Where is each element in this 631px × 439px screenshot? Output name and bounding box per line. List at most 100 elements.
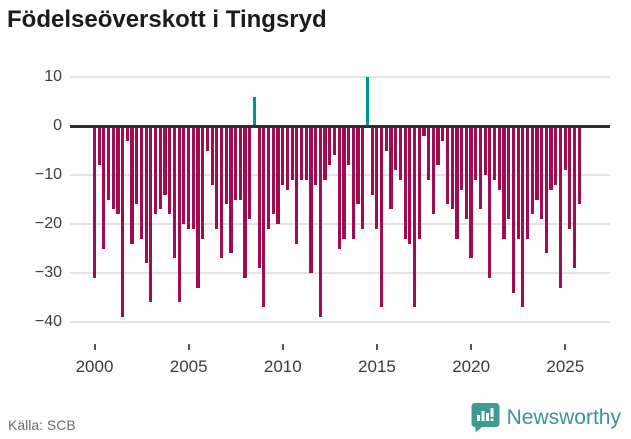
bar-2024q2 xyxy=(549,126,553,190)
bar-2004q4 xyxy=(182,126,186,224)
bar-2005q4 xyxy=(201,126,205,239)
bar-2010q1 xyxy=(281,126,285,185)
bar-2011q3 xyxy=(309,126,313,273)
bar-2014q4 xyxy=(370,126,374,195)
x-axis-tick-2000 xyxy=(93,344,96,350)
bar-2019q3 xyxy=(460,126,464,190)
bar-2013q1 xyxy=(337,126,341,249)
bar-2015q1 xyxy=(375,126,379,229)
bar-2006q2 xyxy=(210,126,214,185)
bar-2000q3 xyxy=(102,126,106,249)
x-axis-label-2025: 2025 xyxy=(546,357,585,376)
bar-2009q4 xyxy=(276,126,280,224)
bar-2011q4 xyxy=(314,126,318,185)
bar-2015q2 xyxy=(379,126,384,308)
bar-2007q2 xyxy=(229,126,233,254)
y-axis-label-10: 10 xyxy=(44,68,62,85)
bar-2009q1 xyxy=(262,126,266,308)
bar-2001q1 xyxy=(111,126,115,210)
bar-2021q2 xyxy=(492,126,497,180)
bar-2012q1 xyxy=(318,126,322,318)
bar-2020q4 xyxy=(483,126,487,175)
bar-2017q3 xyxy=(422,126,426,136)
bar-2022q1 xyxy=(507,126,511,220)
y-axis-label--40: −40 xyxy=(34,313,62,330)
bar-2006q1 xyxy=(205,126,209,151)
bar-2005q3 xyxy=(196,126,200,288)
bar-2001q4 xyxy=(125,126,129,141)
bar-2016q2 xyxy=(398,126,402,180)
bar-2021q1 xyxy=(488,126,492,278)
bar-2012q4 xyxy=(332,126,337,156)
y-axis-label--20: −20 xyxy=(34,215,62,232)
bar-2011q1 xyxy=(299,126,304,180)
bar-2023q1 xyxy=(525,126,530,239)
bar-2007q3 xyxy=(234,126,238,200)
bar-2022q4 xyxy=(521,126,525,308)
bar-2002q3 xyxy=(139,126,144,239)
bar-2001q2 xyxy=(116,126,120,215)
bar-2012q3 xyxy=(328,126,332,166)
x-axis-tick-2020 xyxy=(470,344,473,350)
bar-2020q2 xyxy=(474,126,478,180)
bar-2006q4 xyxy=(219,126,224,259)
bar-2025q1 xyxy=(563,126,567,171)
x-axis-tick-2025 xyxy=(564,344,567,350)
bar-2000q4 xyxy=(106,126,111,200)
bar-2013q2 xyxy=(342,126,346,239)
bar-2010q2 xyxy=(285,126,289,190)
bar-2003q2 xyxy=(154,126,158,215)
bar-2022q3 xyxy=(516,126,520,239)
bar-2025q3 xyxy=(573,126,577,269)
zero-axis-line xyxy=(70,124,610,128)
bar-2009q3 xyxy=(271,126,275,215)
newsworthy-logo-icon xyxy=(471,402,500,433)
source-caption: Källa: SCB xyxy=(8,417,76,433)
bar-2008q2 xyxy=(248,126,252,220)
x-axis-tick-2005 xyxy=(187,344,190,350)
bar-2001q3 xyxy=(121,126,125,318)
bar-2008q3 xyxy=(252,96,257,126)
bar-2019q2 xyxy=(455,126,459,239)
bar-2019q4 xyxy=(464,126,468,220)
bar-2017q4 xyxy=(427,126,431,180)
bar-2007q1 xyxy=(224,126,228,205)
bar-2000q2 xyxy=(97,126,101,166)
brand-name: Newsworthy xyxy=(506,405,621,429)
bar-2018q3 xyxy=(441,126,445,141)
bar-2013q3 xyxy=(347,126,351,166)
bar-2024q4 xyxy=(558,126,563,288)
x-axis-label-2015: 2015 xyxy=(358,357,396,376)
bar-2002q1 xyxy=(130,126,134,244)
gridline-y--30 xyxy=(70,272,610,274)
brand-lockup: Newsworthy xyxy=(471,402,621,433)
bar-2009q2 xyxy=(266,126,271,229)
bar-2015q3 xyxy=(384,126,388,151)
bar-2018q4 xyxy=(445,126,450,205)
x-axis-tick-2010 xyxy=(281,344,284,350)
bar-2008q1 xyxy=(243,126,247,278)
x-axis-label-2005: 2005 xyxy=(169,357,208,376)
bar-2011q2 xyxy=(304,126,308,180)
bar-2003q1 xyxy=(149,126,153,303)
bar-2004q2 xyxy=(172,126,177,259)
bar-2023q4 xyxy=(540,126,544,220)
bar-2017q2 xyxy=(417,126,421,239)
bar-2003q4 xyxy=(163,126,167,195)
bar-2002q2 xyxy=(135,126,139,205)
x-axis-label-2010: 2010 xyxy=(263,357,302,376)
gridline-y-10 xyxy=(70,76,610,78)
bar-2004q1 xyxy=(168,126,172,215)
bar-2006q3 xyxy=(215,126,219,229)
bar-2015q4 xyxy=(389,126,393,210)
bar-2016q1 xyxy=(394,126,398,171)
chart-title: Födelseöverskott i Tingsryd xyxy=(7,6,327,33)
gridline-y--40 xyxy=(70,321,610,323)
bar-2016q4 xyxy=(408,126,412,244)
bar-2008q4 xyxy=(257,126,261,269)
bar-2024q1 xyxy=(544,126,548,254)
bar-2024q3 xyxy=(554,126,558,185)
bar-2019q1 xyxy=(450,126,454,210)
bar-2007q4 xyxy=(238,126,242,200)
